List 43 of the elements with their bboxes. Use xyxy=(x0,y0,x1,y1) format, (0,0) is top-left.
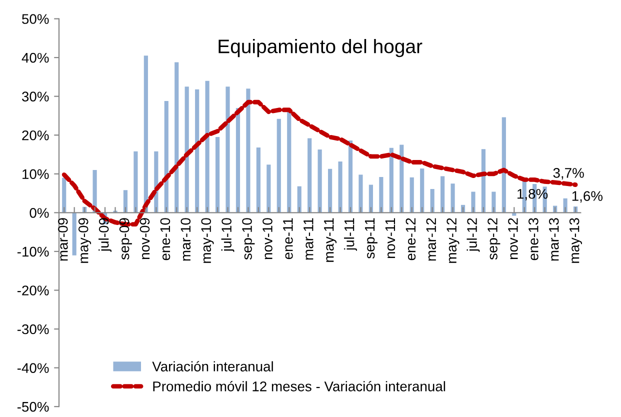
y-tick-label: -20% xyxy=(17,286,49,296)
y-tick-label: -30% xyxy=(17,324,49,334)
y-tick-label: -50% xyxy=(17,402,49,412)
x-tick-label: nov-11 xyxy=(385,218,396,258)
x-tick-label: sep-10 xyxy=(242,218,255,260)
y-tick-label: -40% xyxy=(17,363,49,373)
y-tick-label: -10% xyxy=(17,246,49,257)
y-tick-label: 50% xyxy=(22,14,49,24)
x-tick-label: jul-11 xyxy=(344,218,357,251)
x-tick-label: jul-09 xyxy=(98,218,112,252)
text: Equipamiento del hogar xyxy=(218,39,422,58)
x-tick-label: ene-11 xyxy=(283,218,293,260)
x-tick-label: jul-10 xyxy=(221,218,234,252)
x-tick-label: sep-09 xyxy=(119,218,132,260)
x-tick-label: ene-13 xyxy=(528,218,538,260)
x-tick-label: may-12 xyxy=(446,218,460,263)
y-tick-label: 40% xyxy=(22,52,49,63)
x-tick-label: mar-12 xyxy=(426,218,436,261)
x-tick-label: may-11 xyxy=(324,218,337,262)
x-tick-label: sep-12 xyxy=(488,218,500,260)
x-tick-label: nov-10 xyxy=(262,218,272,260)
y-tick-label: 10% xyxy=(22,169,49,180)
legend-label: Promedio móvil 12 meses - Variación interanual xyxy=(153,380,446,392)
x-tick-label: sep-11 xyxy=(364,218,378,259)
y-tick-label: 0% xyxy=(30,208,49,218)
annotation: 3,7% xyxy=(553,168,584,180)
x-tick-label: ene-10 xyxy=(160,218,170,260)
x-tick-label: may-13 xyxy=(569,218,582,263)
y-tick-label: 20% xyxy=(22,130,49,140)
x-tick-label: mar-10 xyxy=(180,218,191,261)
x-tick-label: nov-12 xyxy=(508,218,518,260)
legend-label: Variación interanual xyxy=(152,361,273,372)
x-tick-label: may-10 xyxy=(201,218,214,263)
x-tick-label: mar-13 xyxy=(548,218,559,261)
x-tick-label: jul-12 xyxy=(466,218,480,252)
x-tick-label: mar-11 xyxy=(304,218,314,260)
annotation: 1,6% xyxy=(572,191,603,203)
x-tick-label: mar-09 xyxy=(58,218,68,261)
x-tick-label: may-09 xyxy=(78,218,92,263)
x-tick-label: nov-09 xyxy=(140,218,150,260)
y-tick-label: 30% xyxy=(22,92,49,102)
x-tick-label: ene-12 xyxy=(406,218,416,260)
annotation: 1,8% xyxy=(518,188,548,200)
